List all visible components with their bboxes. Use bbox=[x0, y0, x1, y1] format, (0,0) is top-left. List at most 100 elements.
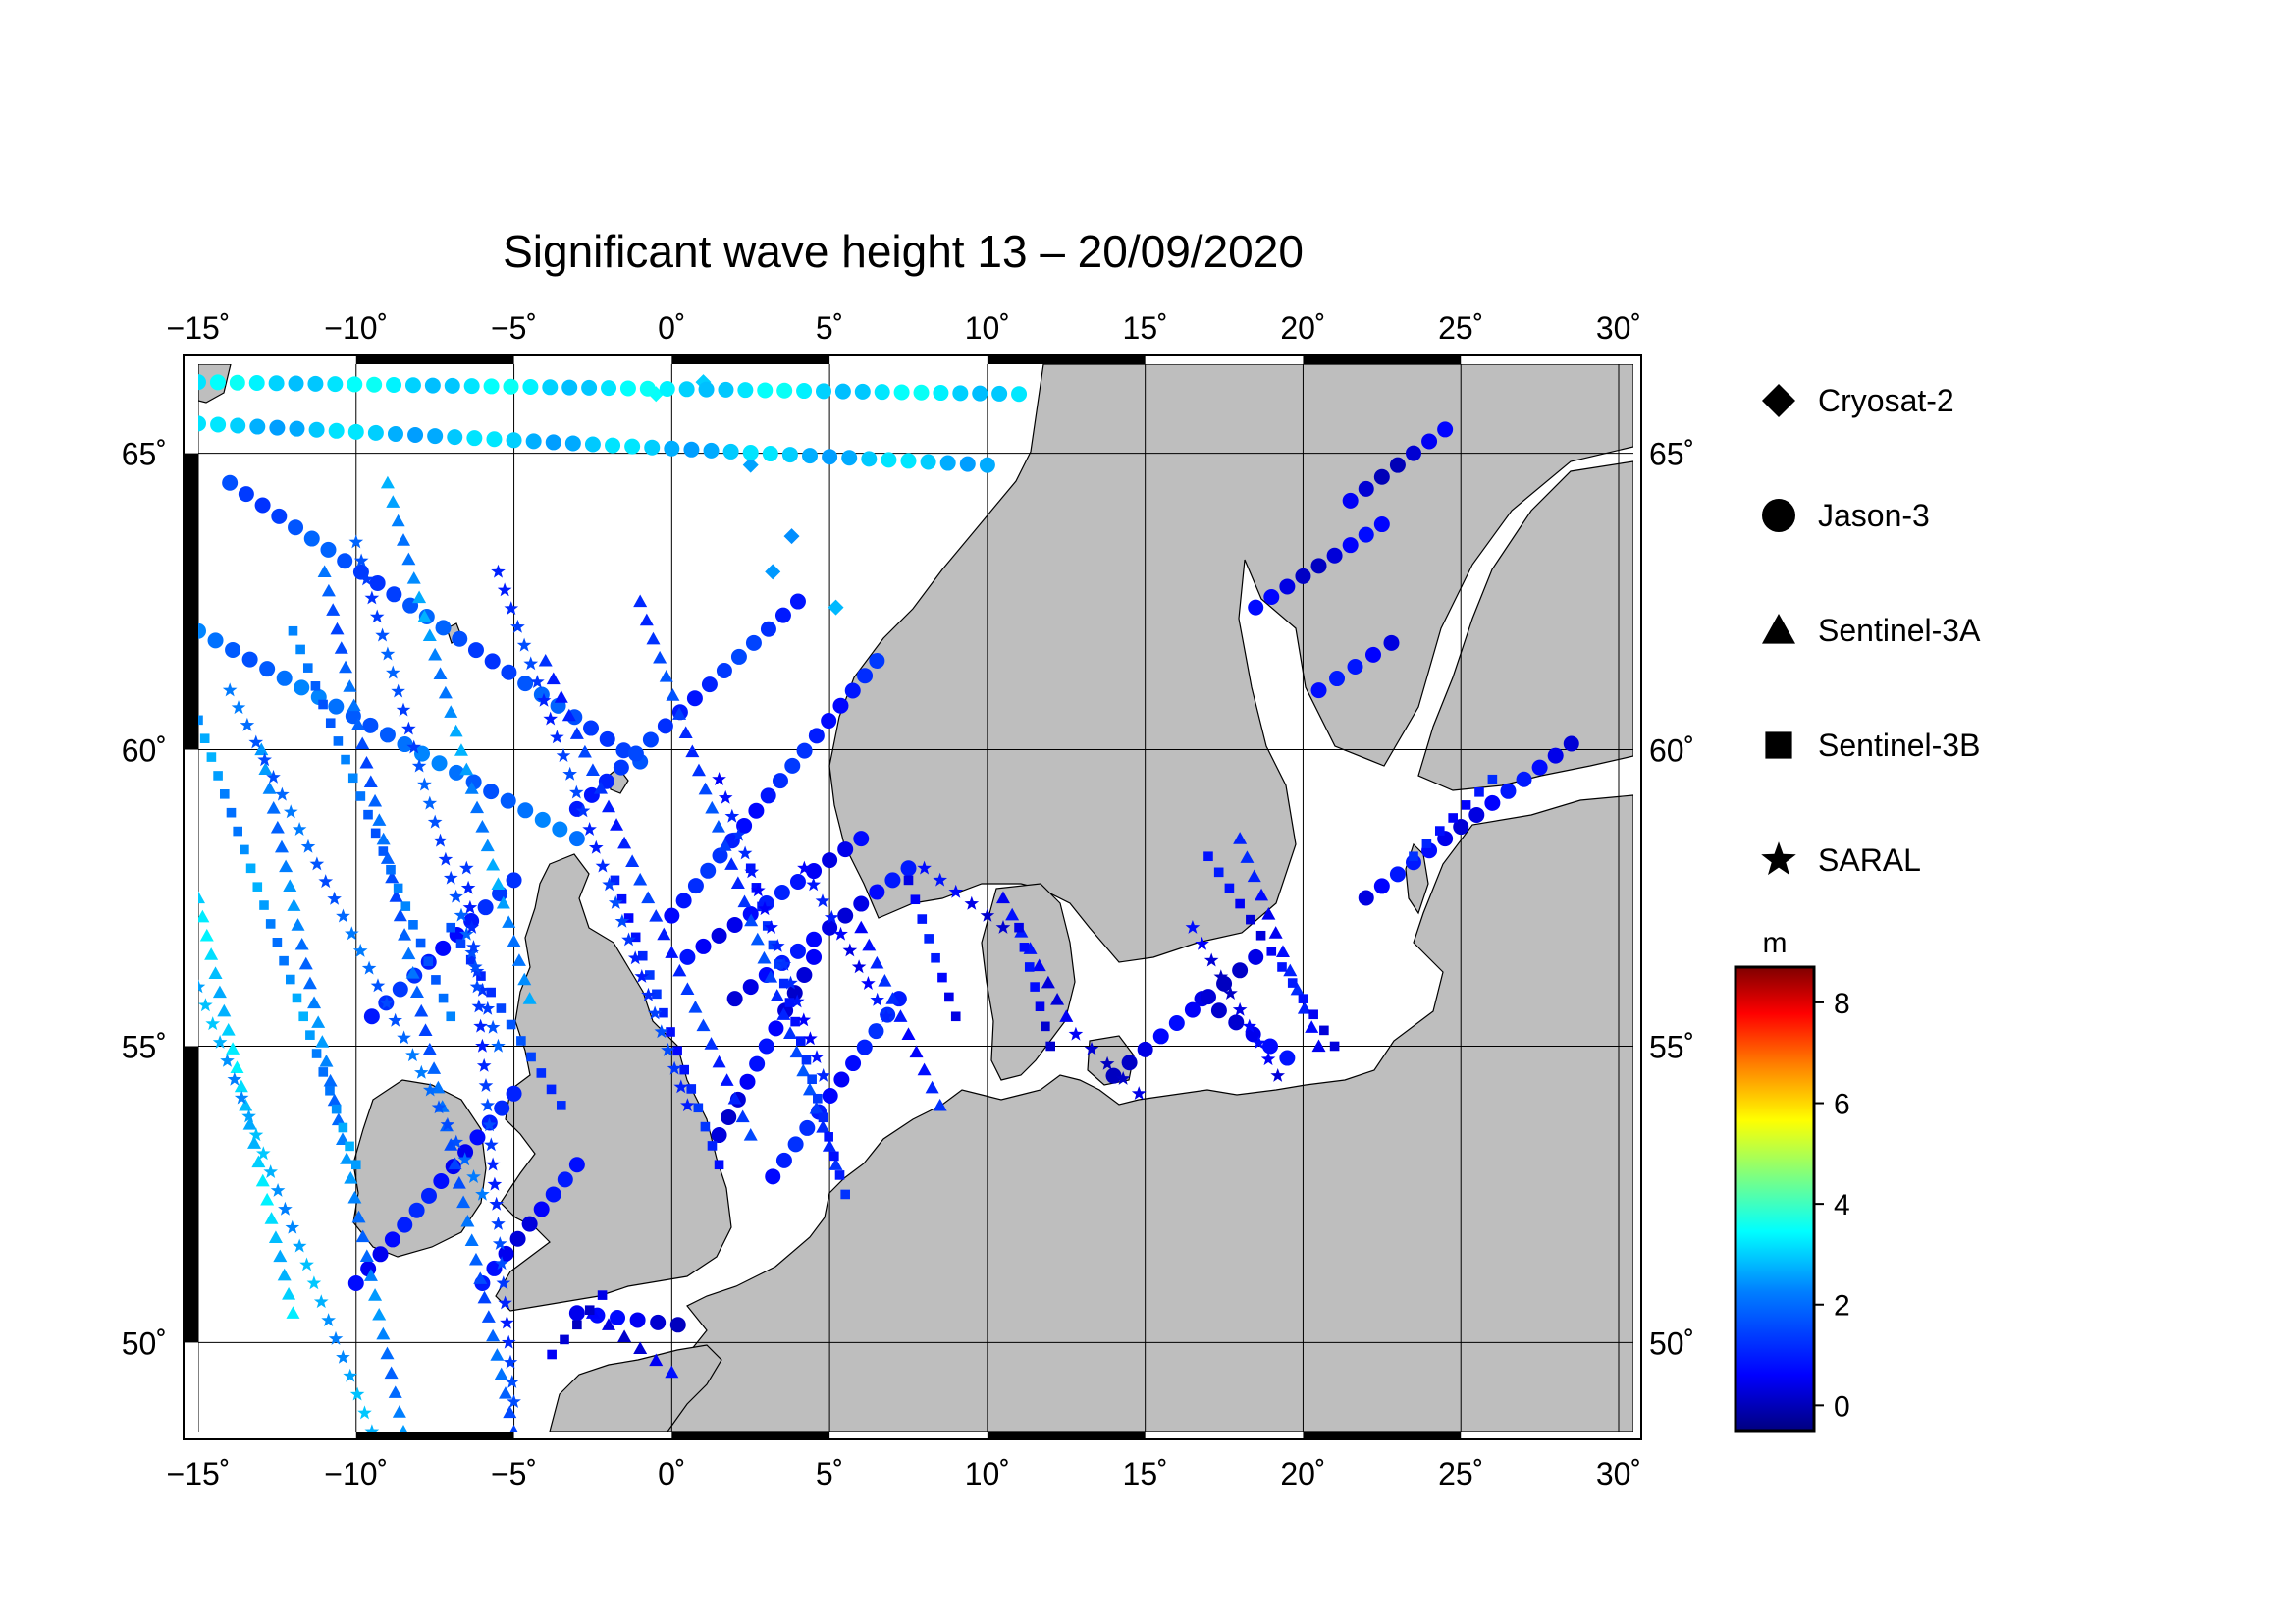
data-point bbox=[1248, 599, 1264, 616]
data-point bbox=[234, 1090, 249, 1105]
gridlines bbox=[198, 364, 1633, 1432]
colorbar-tick-label: 8 bbox=[1834, 988, 1850, 1020]
data-point bbox=[822, 1139, 836, 1152]
data-point bbox=[386, 665, 400, 679]
data-point bbox=[274, 839, 289, 853]
legend-symbol-star-icon bbox=[1761, 841, 1796, 876]
lat-tick-label-right: 65˚ bbox=[1649, 437, 1694, 472]
data-point bbox=[802, 448, 819, 464]
data-point bbox=[337, 553, 353, 569]
data-point bbox=[338, 1122, 348, 1133]
data-point bbox=[363, 809, 373, 820]
data-point bbox=[481, 1310, 496, 1323]
data-point bbox=[288, 519, 304, 536]
data-point bbox=[533, 1201, 550, 1217]
data-point bbox=[679, 948, 696, 965]
data-point bbox=[287, 898, 301, 911]
data-point bbox=[881, 452, 897, 468]
data-point bbox=[1305, 1020, 1319, 1033]
data-point bbox=[1347, 658, 1363, 675]
data-point bbox=[476, 1057, 492, 1072]
data-point bbox=[198, 415, 206, 432]
data-point bbox=[601, 380, 617, 397]
data-point bbox=[581, 379, 598, 396]
data-point bbox=[1383, 634, 1400, 651]
data-point bbox=[321, 1313, 336, 1326]
data-point bbox=[240, 717, 255, 731]
data-point bbox=[1195, 936, 1209, 950]
data-point bbox=[633, 1341, 648, 1355]
satellite-tracks bbox=[198, 374, 1579, 1432]
data-point bbox=[568, 1157, 585, 1173]
data-point bbox=[347, 773, 358, 784]
data-point bbox=[613, 759, 629, 776]
legend-label: Jason-3 bbox=[1818, 498, 1930, 533]
data-point bbox=[490, 1348, 505, 1361]
data-point bbox=[309, 856, 325, 871]
data-point bbox=[348, 534, 364, 549]
data-point bbox=[265, 919, 276, 929]
data-point bbox=[760, 621, 776, 637]
lon-tick-label-top: 0˚ bbox=[658, 310, 685, 346]
data-point bbox=[1247, 869, 1261, 883]
data-point bbox=[602, 1318, 616, 1330]
data-point bbox=[386, 586, 402, 603]
data-point bbox=[310, 681, 321, 691]
data-point bbox=[302, 976, 317, 990]
data-point bbox=[542, 379, 559, 396]
data-point bbox=[991, 385, 1008, 402]
data-point bbox=[466, 430, 483, 447]
data-point bbox=[910, 894, 921, 905]
lat-tick-label-left: 55˚ bbox=[122, 1029, 167, 1064]
data-point bbox=[832, 697, 849, 714]
data-point bbox=[485, 1157, 501, 1171]
data-point bbox=[627, 745, 644, 762]
data-point bbox=[1311, 1039, 1326, 1053]
data-point bbox=[336, 1349, 350, 1364]
data-point bbox=[1248, 948, 1264, 965]
data-point bbox=[1005, 907, 1020, 921]
data-point bbox=[294, 937, 309, 950]
data-point bbox=[1373, 468, 1390, 485]
data-point bbox=[1261, 906, 1276, 920]
data-point bbox=[995, 891, 1010, 904]
data-point bbox=[739, 1073, 756, 1090]
data-point bbox=[370, 828, 381, 839]
data-point bbox=[980, 907, 995, 922]
data-point bbox=[610, 1310, 626, 1326]
frame-bar-top bbox=[671, 355, 830, 364]
data-point bbox=[389, 890, 403, 902]
data-point bbox=[1084, 1041, 1099, 1055]
data-point bbox=[286, 1306, 300, 1319]
data-point bbox=[411, 758, 427, 773]
data-point bbox=[1500, 783, 1517, 799]
data-point bbox=[288, 625, 298, 636]
data-point bbox=[1203, 851, 1213, 862]
data-point bbox=[409, 985, 424, 999]
data-point bbox=[1242, 1018, 1257, 1033]
data-point bbox=[619, 380, 636, 397]
data-point bbox=[491, 564, 506, 578]
data-point bbox=[815, 893, 830, 908]
data-point bbox=[328, 698, 345, 715]
data-point bbox=[645, 970, 655, 980]
data-point bbox=[641, 987, 656, 1001]
data-point bbox=[909, 1045, 924, 1058]
lon-tick-label-bottom: 10˚ bbox=[965, 1456, 1010, 1491]
data-point bbox=[789, 994, 805, 1008]
data-point bbox=[431, 975, 441, 985]
data-point bbox=[340, 1152, 354, 1164]
data-point bbox=[406, 571, 421, 584]
data-point bbox=[546, 1084, 557, 1095]
data-point bbox=[385, 870, 400, 884]
data-point bbox=[364, 590, 380, 605]
data-point bbox=[292, 993, 302, 1003]
data-point bbox=[372, 813, 387, 826]
colorbar: m 0 2 4 6 8 bbox=[1734, 927, 1850, 1433]
data-point bbox=[854, 383, 871, 400]
baltic-states-and-continent bbox=[588, 794, 1633, 1432]
data-point bbox=[824, 909, 839, 924]
data-point bbox=[498, 1295, 512, 1310]
data-point bbox=[414, 745, 431, 762]
data-point bbox=[735, 1109, 750, 1123]
